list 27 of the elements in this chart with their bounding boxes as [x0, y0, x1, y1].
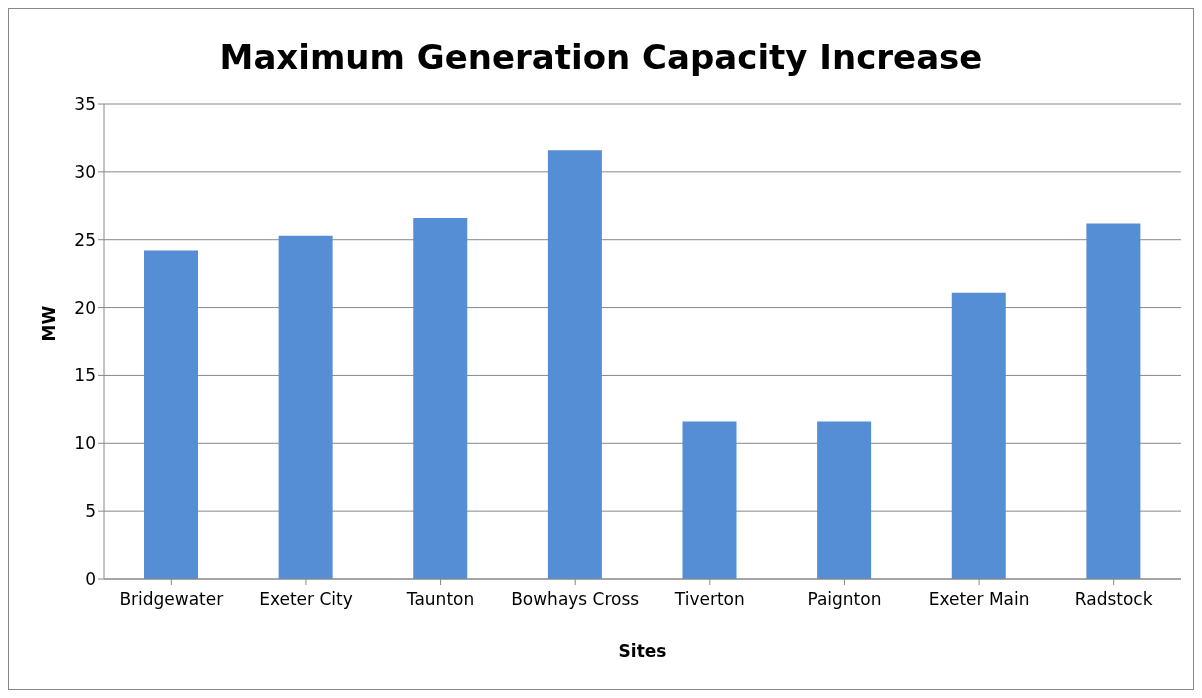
- x-tick-label: Bridgewater: [119, 589, 224, 610]
- bar: [817, 421, 872, 579]
- y-tick-label: 25: [74, 229, 96, 250]
- bar: [413, 218, 468, 579]
- y-axis-title: MW: [39, 305, 60, 342]
- x-tick-label: Taunton: [405, 589, 475, 610]
- x-tick-label: Exeter Main: [928, 589, 1030, 610]
- bar: [951, 292, 1006, 579]
- bar: [1086, 223, 1141, 579]
- x-axis-title: Sites: [618, 641, 667, 661]
- bar: [547, 150, 602, 579]
- y-tick-label: 5: [85, 501, 96, 522]
- y-tick-label: 0: [85, 569, 96, 590]
- x-tick-label: Tiverton: [673, 589, 745, 610]
- y-tick-label: 10: [74, 433, 96, 454]
- y-tick-label: 15: [74, 365, 96, 386]
- bar: [278, 235, 333, 579]
- x-tick-label: Bowhays Cross: [511, 589, 640, 610]
- y-tick-label: 30: [74, 161, 96, 182]
- bar: [682, 421, 737, 579]
- x-tick-label: Radstock: [1074, 589, 1153, 610]
- x-tick-label: Exeter City: [259, 589, 353, 610]
- x-tick-label: Paignton: [807, 589, 882, 610]
- y-tick-label: 20: [74, 297, 96, 318]
- chart-title: Maximum Generation Capacity Increase: [218, 37, 984, 77]
- bar: [144, 250, 198, 579]
- y-tick-label: 35: [74, 94, 96, 115]
